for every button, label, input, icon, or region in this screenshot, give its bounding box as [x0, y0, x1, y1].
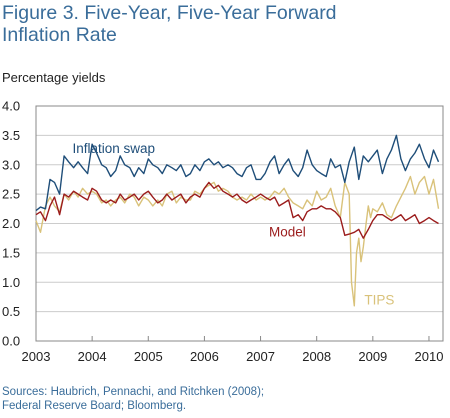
x-tick-label: 2003	[22, 349, 51, 364]
x-tick-label: 2007	[246, 349, 275, 364]
y-tick-label: 1.5	[2, 245, 20, 260]
y-tick-label: 4.0	[2, 99, 20, 114]
source-note-line-1: Sources: Haubrich, Pennachi, and Ritchke…	[2, 386, 265, 398]
x-tick-label: 2005	[134, 349, 163, 364]
model-series-line	[35, 181, 439, 239]
x-tick-label: 2008	[302, 349, 331, 364]
y-tick-label: 0.5	[2, 304, 20, 319]
y-tick-label: 0.0	[2, 334, 20, 349]
annotation-layer: Inflation swap Model TIPS	[72, 141, 394, 308]
source-note: Sources: Haubrich, Pennachi, and Ritchke…	[2, 385, 442, 413]
x-tick-label: 2006	[190, 349, 219, 364]
y-tick-label: 3.0	[2, 157, 20, 172]
y-tick-label: 2.5	[2, 187, 20, 202]
chart-title: Figure 3. Five-Year, Five-Year Forward I…	[2, 2, 442, 46]
axis-layer: 0.0 0.5 1.0 1.5 2.0 2.5 3.0 3.5 4.0 2003 2004 2005 2…	[2, 99, 444, 364]
x-tick-label: 2004	[78, 349, 107, 364]
y-tick-label: 3.5	[2, 128, 20, 143]
x-tick-label: 2009	[358, 349, 387, 364]
x-tick-label: 2010	[415, 349, 444, 364]
model-label: Model	[269, 224, 306, 239]
plot-frame	[35, 105, 444, 342]
chart-title-line-1: Figure 3. Five-Year, Five-Year Forward	[2, 2, 337, 24]
inflation-swap-label: Inflation swap	[72, 141, 155, 156]
tips-label: TIPS	[364, 293, 394, 308]
inflation-swap-series-line	[35, 134, 440, 212]
series-layer	[35, 134, 440, 307]
y-tick-label: 2.0	[2, 216, 20, 231]
y-tick-label: 1.0	[2, 275, 20, 290]
source-note-line-2: Federal Reserve Board; Bloomberg.	[2, 400, 187, 412]
y-axis-unit-label: Percentage yields	[2, 70, 106, 85]
tips-series-line	[35, 175, 440, 307]
chart-title-line-2: Inflation Rate	[2, 24, 117, 46]
